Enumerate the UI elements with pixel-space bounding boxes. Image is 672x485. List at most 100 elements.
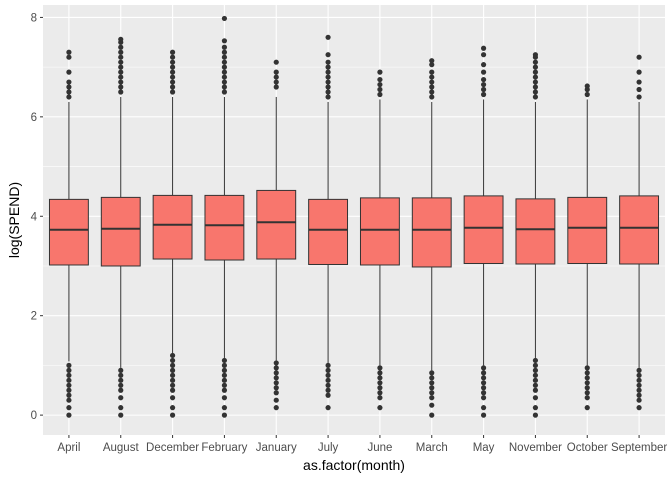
outlier-point [273, 380, 279, 386]
outlier-point [221, 79, 228, 85]
outlier-point [273, 365, 279, 371]
outlier-point [636, 69, 642, 75]
outlier-point [169, 372, 176, 378]
outlier-point [584, 380, 590, 386]
x-tick-label: December [146, 442, 199, 454]
outlier-point [429, 79, 435, 85]
outlier-point [221, 395, 228, 401]
outlier-point [377, 81, 383, 88]
box-june [359, 69, 400, 411]
outlier-point [221, 54, 228, 60]
outlier-point [377, 76, 383, 83]
x-tick-label: September [611, 442, 667, 454]
outlier-point [273, 385, 279, 391]
outlier-point [66, 372, 72, 378]
outlier-point [377, 385, 383, 391]
outlier-point [221, 405, 228, 411]
box-iqr [308, 198, 349, 265]
outlier-point [429, 62, 435, 68]
outlier-point [273, 370, 279, 376]
outlier-point [273, 397, 279, 403]
box-april [48, 49, 89, 418]
outlier-point [273, 74, 279, 80]
outlier-point [169, 69, 176, 75]
outlier-point [221, 387, 228, 393]
outlier-point [118, 36, 124, 42]
outlier-point [221, 64, 228, 70]
x-tick-label: January [256, 442, 297, 454]
outlier-point [325, 372, 331, 378]
outlier-point [169, 49, 176, 55]
outlier-point [66, 79, 72, 85]
outlier-point [532, 69, 539, 75]
outlier-point [169, 412, 176, 418]
outlier-point [636, 392, 642, 398]
outlier-point [429, 58, 435, 64]
outlier-point [169, 362, 176, 369]
outlier-point [480, 45, 487, 51]
outlier-point [532, 94, 539, 100]
outlier-point [377, 69, 383, 75]
box-iqr [48, 198, 89, 266]
outlier-point [118, 84, 124, 90]
outlier-point [532, 405, 539, 411]
outlier-point [480, 52, 487, 58]
outlier-point [118, 54, 124, 60]
outlier-point [325, 69, 331, 75]
x-tick-label: August [103, 442, 140, 454]
outlier-point [325, 79, 331, 85]
outlier-point [636, 377, 642, 383]
outlier-point [221, 89, 228, 95]
outlier-point [273, 79, 279, 85]
outlier-point [636, 54, 642, 60]
x-tick-label: June [367, 442, 392, 454]
outlier-point [273, 390, 279, 396]
outlier-point [169, 64, 176, 70]
outlier-point [169, 74, 176, 80]
x-tick-label: November [509, 442, 562, 454]
x-axis: April August December February January July Ju… [57, 435, 667, 454]
box-july [308, 34, 349, 411]
box-iqr [256, 189, 297, 260]
outlier-point [377, 375, 383, 381]
outlier-point [273, 59, 279, 65]
outlier-point [532, 52, 539, 58]
y-tick-label: 8 [31, 12, 37, 24]
outlier-point [118, 377, 124, 383]
outlier-point [377, 395, 383, 401]
x-tick-label: July [318, 442, 339, 454]
outlier-point [325, 74, 331, 80]
box-iqr [152, 194, 193, 260]
outlier-point [273, 405, 279, 411]
outlier-point [480, 81, 487, 88]
outlier-point [480, 91, 487, 98]
outlier-point [118, 89, 124, 95]
outlier-point [169, 352, 176, 359]
outlier-point [532, 382, 539, 388]
outlier-point [325, 387, 331, 393]
outlier-point [221, 38, 228, 44]
outlier-point [532, 64, 539, 70]
outlier-point [169, 357, 176, 364]
outlier-point [221, 59, 228, 65]
outlier-point [325, 94, 331, 100]
outlier-point [584, 375, 590, 381]
outlier-point [221, 49, 228, 55]
outlier-point [221, 69, 228, 75]
outlier-point [532, 89, 539, 95]
outlier-point [118, 387, 124, 393]
box-september [619, 54, 660, 411]
outlier-point [636, 367, 642, 373]
outlier-point [169, 395, 176, 401]
y-tick-label: 4 [31, 211, 38, 223]
x-tick-label: October [567, 442, 608, 454]
outlier-point [221, 367, 228, 373]
outlier-point [480, 76, 487, 83]
outlier-point [325, 367, 331, 373]
outlier-point [221, 74, 228, 80]
outlier-point [429, 94, 435, 100]
outlier-point [532, 387, 539, 393]
outlier-point [584, 390, 590, 396]
outlier-point [480, 86, 487, 93]
